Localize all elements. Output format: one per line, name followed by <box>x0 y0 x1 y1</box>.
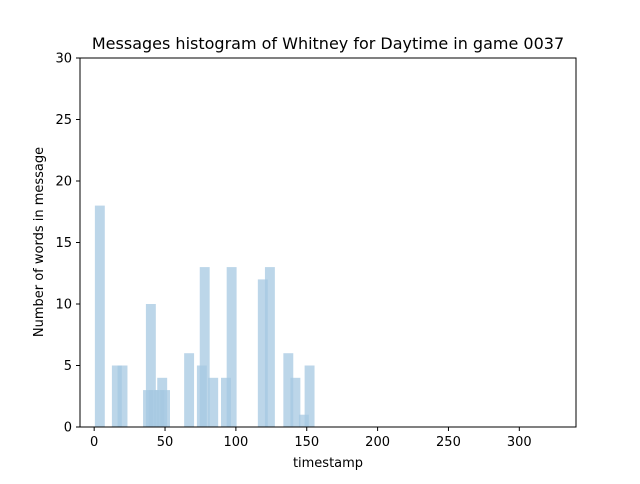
bar-18 <box>290 377 301 427</box>
bar-5 <box>148 390 159 427</box>
bar-11 <box>199 267 210 427</box>
bar-17 <box>283 353 294 427</box>
x-tick-label-200: 200 <box>365 435 390 450</box>
x-axis-ticks: 0 50 100 150 200 250 300 <box>90 427 532 450</box>
x-tick-label-0: 0 <box>90 435 98 450</box>
chart-title: Messages histogram of Whitney for Daytim… <box>92 34 564 53</box>
y-tick-label-30: 30 <box>55 52 72 67</box>
x-tick-label-150: 150 <box>294 435 319 450</box>
bar-20 <box>304 365 315 427</box>
x-axis-label: timestamp <box>293 456 363 471</box>
bar-15 <box>257 279 268 427</box>
x-tick-label-100: 100 <box>223 435 248 450</box>
bar-14 <box>226 267 237 427</box>
y-axis-ticks: 0 5 10 15 20 25 30 <box>55 52 80 436</box>
bar-2 <box>117 365 128 427</box>
y-tick-label-0: 0 <box>64 421 72 436</box>
y-tick-label-10: 10 <box>55 298 72 313</box>
y-tick-label-5: 5 <box>64 359 72 374</box>
bar-1 <box>111 365 122 427</box>
bar-0 <box>94 205 105 427</box>
bar-16 <box>264 267 275 427</box>
x-tick-label-250: 250 <box>436 435 461 450</box>
bar-19 <box>298 414 309 427</box>
bar-9 <box>184 353 195 427</box>
y-tick-label-15: 15 <box>55 236 72 251</box>
y-axis-label: Number of words in message <box>32 147 47 337</box>
bar-4 <box>145 304 156 427</box>
bar-8 <box>160 390 170 427</box>
bar-series <box>94 205 315 427</box>
y-tick-label-20: 20 <box>55 175 72 190</box>
bar-13 <box>221 377 231 427</box>
x-tick-label-50: 50 <box>157 435 174 450</box>
x-tick-label-300: 300 <box>507 435 532 450</box>
y-tick-label-25: 25 <box>55 113 72 128</box>
bar-12 <box>208 377 219 427</box>
